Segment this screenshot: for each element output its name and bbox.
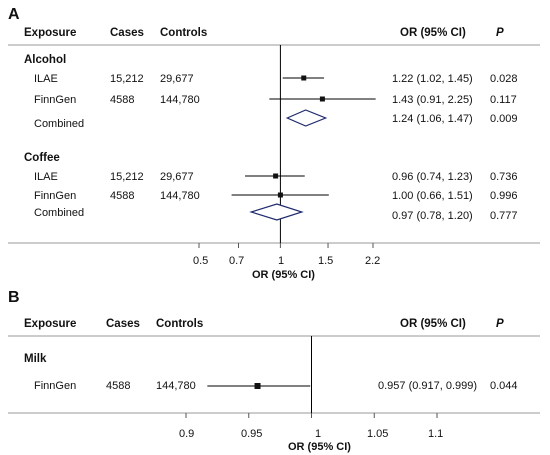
- row-or-text: 1.43 (0.91, 2.25): [392, 94, 473, 106]
- x-tick-label: 1.05: [367, 428, 389, 440]
- point-estimate-marker: [277, 192, 283, 198]
- row-cases: 15,212: [110, 171, 144, 183]
- panel-b-header-cases: Cases: [106, 318, 140, 330]
- row-p-value: 0.028: [490, 73, 518, 85]
- x-tick-label: 1: [278, 255, 285, 267]
- point-estimate-marker: [273, 173, 279, 179]
- row-cases: 15,212: [110, 73, 144, 85]
- x-axis-title: OR (95% CI): [288, 441, 351, 453]
- point-estimate-marker: [254, 383, 261, 389]
- x-tick-label: 0.5: [193, 255, 209, 267]
- x-tick-label: 1: [315, 428, 322, 440]
- pooled-estimate-diamond: [285, 109, 328, 127]
- row-label: FinnGen: [34, 380, 77, 392]
- panel-a-label: A: [8, 6, 20, 23]
- row-label: Combined: [34, 118, 85, 130]
- x-axis-title: OR (95% CI): [252, 269, 315, 281]
- row-or-text: 0.96 (0.74, 1.23): [392, 171, 473, 183]
- panel-b-header-or: OR (95% CI): [400, 318, 466, 330]
- panel-a-header-controls: Controls: [160, 27, 208, 39]
- row-label: ILAE: [34, 171, 58, 183]
- row-or-text: 0.957 (0.917, 0.999): [378, 380, 478, 392]
- group-label-coffee: Coffee: [24, 152, 60, 164]
- point-estimate-marker: [319, 96, 325, 102]
- panel-b-header-p: P: [496, 318, 504, 330]
- row-controls: 144,780: [160, 94, 200, 106]
- row-or-text: 1.00 (0.66, 1.51): [392, 190, 473, 202]
- row-or-text: 1.24 (1.06, 1.47): [392, 113, 473, 125]
- row-controls: 29,677: [160, 171, 194, 183]
- panel-b-header-exposure: Exposure: [24, 318, 77, 330]
- panel-a-header-cases: Cases: [110, 27, 144, 39]
- panel-b-label: B: [8, 289, 20, 306]
- row-p-value: 0.044: [490, 380, 518, 392]
- x-tick-label: 1.1: [428, 428, 444, 440]
- point-estimate-marker: [301, 75, 307, 81]
- panel-a-header-or: OR (95% CI): [400, 27, 466, 39]
- panel-a-header-exposure: Exposure: [24, 27, 77, 39]
- row-p-value: 0.117: [490, 94, 517, 106]
- row-controls: 144,780: [160, 190, 200, 202]
- row-p-value: 0.009: [490, 113, 518, 125]
- row-cases: 4588: [110, 190, 135, 202]
- row-or-text: 1.22 (1.02, 1.45): [392, 73, 473, 85]
- row-controls: 29,677: [160, 73, 194, 85]
- row-label: FinnGen: [34, 94, 77, 106]
- x-tick-label: 0.9: [179, 428, 195, 440]
- row-label: ILAE: [34, 73, 58, 85]
- x-tick-label: 1.5: [318, 255, 334, 267]
- panel-a-header-p: P: [496, 27, 504, 39]
- row-p-value: 0.736: [490, 171, 518, 183]
- row-or-text: 0.97 (0.78, 1.20): [392, 210, 473, 222]
- row-cases: 4588: [110, 94, 135, 106]
- row-p-value: 0.777: [490, 210, 518, 222]
- x-tick-label: 0.95: [241, 428, 263, 440]
- group-label-alcohol: Alcohol: [24, 54, 67, 66]
- x-tick-label: 0.7: [229, 255, 245, 267]
- row-label: FinnGen: [34, 190, 77, 202]
- row-controls: 144,780: [156, 380, 196, 392]
- row-cases: 4588: [106, 380, 131, 392]
- group-label-milk: Milk: [24, 353, 47, 365]
- panel-b-header-controls: Controls: [156, 318, 204, 330]
- row-label: Combined: [34, 207, 85, 219]
- row-p-value: 0.996: [490, 190, 518, 202]
- pooled-estimate-diamond: [249, 203, 304, 221]
- x-tick-label: 2.2: [365, 255, 381, 267]
